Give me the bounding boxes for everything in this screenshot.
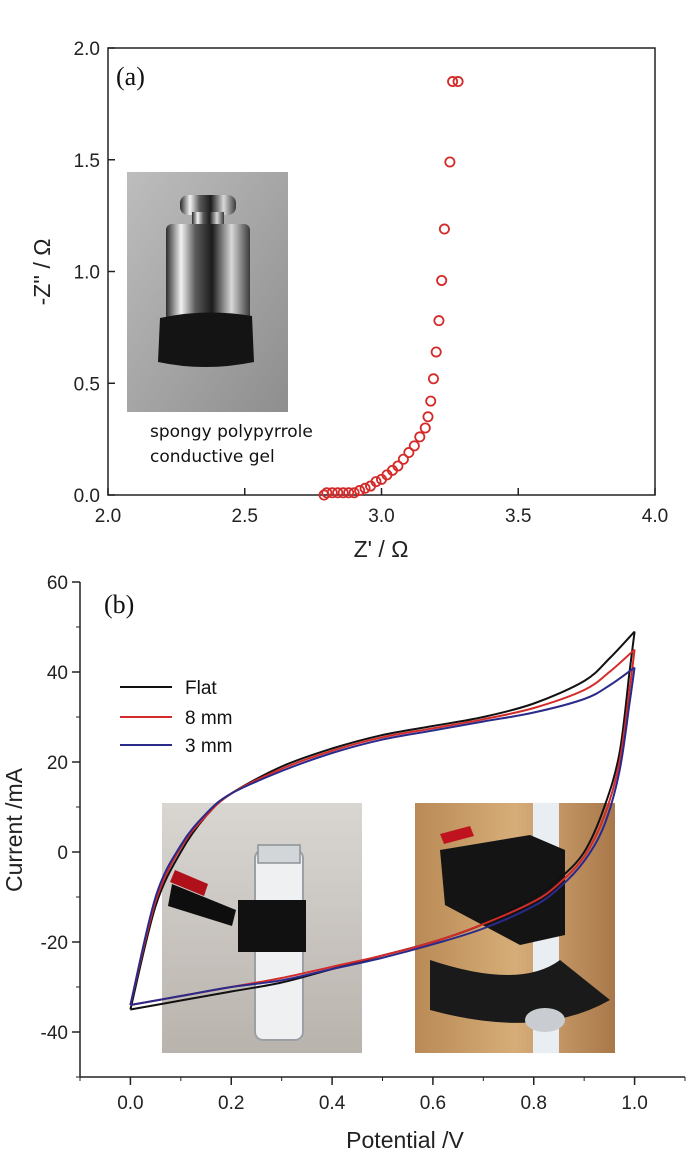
- panel-a-y-axis-label: -Z'' / Ω: [29, 239, 55, 306]
- data-point: [348, 487, 360, 499]
- panel-a-x-ticks: 2.0 2.5 3.0 3.5 4.0: [95, 488, 668, 527]
- legend-label-8mm: 8 mm: [185, 708, 233, 729]
- panel-b-x-tick-label: 0.8: [521, 1093, 547, 1114]
- inset-caption-line-2: conductive gel: [150, 447, 275, 467]
- data-point: [430, 346, 442, 358]
- panel-b-x-axis-label: Potential /V: [346, 1127, 464, 1153]
- data-point: [408, 440, 420, 452]
- panel-b-x-tick-label: 0.4: [319, 1093, 346, 1114]
- data-point: [359, 482, 371, 494]
- inset-photo-vial: [162, 803, 362, 1053]
- cv-curve-8mm-upper: [129, 648, 636, 1006]
- data-point: [332, 487, 344, 499]
- panel-a-y-tick-label: 2.0: [74, 39, 100, 60]
- panel-a: (a) 2.0 2.5 3.0 3.5 4.0 0.0 0.5 1.0 1.5 2.0 Z' /…: [29, 39, 668, 562]
- panel-b-y-tick-label: 60: [47, 573, 68, 594]
- panel-b-x-tick-label: 0.6: [420, 1093, 446, 1114]
- panel-a-y-tick-label: 1.5: [74, 151, 100, 172]
- panel-b-x-ticks: 0.0 0.2 0.4 0.6 0.8 1.0: [79, 1077, 686, 1114]
- panel-a-x-tick-label: 2.5: [232, 506, 258, 527]
- panel-a-x-tick-label: 3.0: [368, 506, 394, 527]
- panel-b-y-tick-label: 0: [57, 843, 68, 864]
- data-point: [433, 315, 445, 327]
- data-point: [337, 487, 349, 499]
- legend-label-flat: Flat: [185, 678, 217, 699]
- panel-a-x-tick-label: 3.5: [505, 506, 531, 527]
- panel-b-x-tick-label: 0.0: [117, 1093, 143, 1114]
- data-point: [321, 487, 333, 499]
- panel-a-x-tick-label: 4.0: [642, 506, 668, 527]
- panel-a-data-points: [318, 76, 464, 501]
- data-point: [354, 485, 366, 497]
- data-point: [425, 395, 437, 407]
- panel-b-y-tick-label: 40: [47, 663, 68, 684]
- panel-b-y-tick-label: -20: [41, 933, 68, 954]
- panel-b-y-tick-label: -40: [41, 1023, 68, 1044]
- panel-a-label: (a): [116, 62, 145, 91]
- data-point: [392, 460, 404, 472]
- panel-b-y-tick-label: 20: [47, 753, 68, 774]
- panel-a-x-tick-label: 2.0: [95, 506, 121, 527]
- cv-curve-flat-upper: [129, 630, 636, 1010]
- data-point: [436, 274, 448, 286]
- data-point: [419, 422, 431, 434]
- data-point: [444, 156, 456, 168]
- data-point: [427, 373, 439, 385]
- inset-photo-rod-electrode: [415, 803, 615, 1053]
- panel-b-x-tick-label: 0.2: [218, 1093, 244, 1114]
- data-point: [326, 487, 338, 499]
- data-point: [370, 476, 382, 488]
- panel-b-x-tick-label: 1.0: [621, 1093, 647, 1114]
- panel-b-y-ticks: 60 40 20 0 -20 -40: [41, 573, 80, 1078]
- data-point: [438, 223, 450, 235]
- panel-b-label: (b): [104, 590, 134, 619]
- panel-a-y-tick-label: 1.0: [74, 263, 100, 284]
- legend-label-3mm: 3 mm: [185, 736, 233, 757]
- data-point: [343, 487, 355, 499]
- panel-b-cv-curves: [129, 630, 636, 1011]
- data-point: [397, 453, 409, 465]
- legend: Flat 8 mm 3 mm: [120, 678, 233, 757]
- panel-b: (b) 0.0 0.2 0.4 0.6 0.8 1.0 60 40 20 0 -20 -40 Pot…: [1, 573, 686, 1153]
- data-point: [414, 431, 426, 443]
- data-point: [447, 76, 459, 88]
- panel-a-x-axis-label: Z' / Ω: [354, 536, 409, 562]
- panel-a-y-ticks: 0.0 0.5 1.0 1.5 2.0: [74, 39, 115, 507]
- cv-curve-3mm-lower: [130, 667, 636, 1006]
- inset-photo-weight-on-gel: [127, 172, 288, 412]
- panel-b-y-axis-label: Current /mA: [1, 767, 27, 892]
- data-point: [422, 411, 434, 423]
- data-point: [403, 447, 415, 459]
- inset-caption-line-1: spongy polypyrrole: [150, 422, 313, 442]
- cv-curve-3mm-upper: [129, 666, 636, 1006]
- panel-a-y-tick-label: 0.0: [74, 486, 100, 507]
- panel-a-y-tick-label: 0.5: [74, 374, 100, 395]
- data-point: [452, 76, 464, 88]
